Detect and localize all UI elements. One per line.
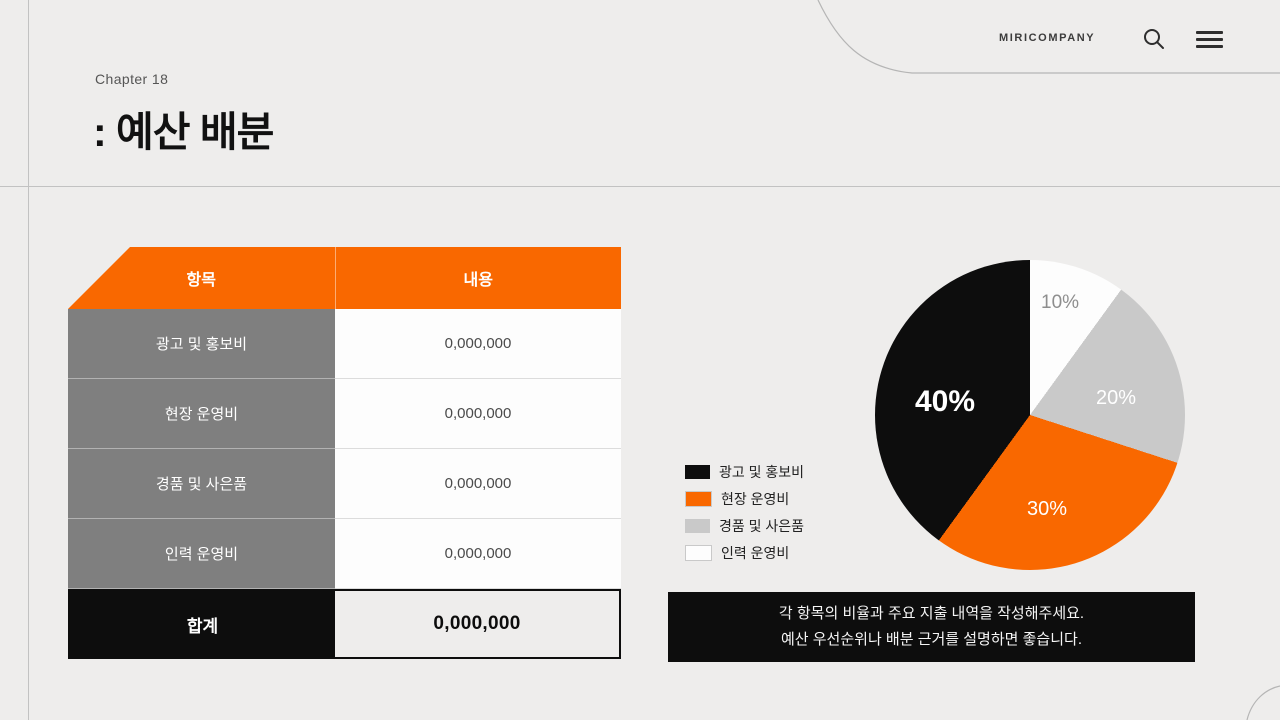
brand-logo: MIRICOMPANY — [999, 32, 1096, 44]
legend-item: 현장 운영비 — [685, 489, 804, 508]
legend-swatch-white — [685, 544, 712, 561]
column-header-item: 항목 — [186, 272, 216, 289]
hamburger-menu-button[interactable] — [1196, 31, 1223, 48]
legend-item: 인력 운영비 — [685, 543, 804, 562]
row-value: 0,000,000 — [335, 519, 621, 589]
row-value: 0,000,000 — [335, 309, 621, 379]
table-row: 현장 운영비 0,000,000 — [68, 379, 621, 449]
table-total-row: 합계 0,000,000 — [68, 589, 621, 659]
pie-chart-wrapper: 40% 30% 20% 10% — [875, 260, 1185, 570]
pie-label-40: 40% — [915, 385, 976, 418]
row-label: 경품 및 사은품 — [68, 449, 335, 519]
pie-label-10: 10% — [1041, 292, 1080, 313]
search-button[interactable] — [1141, 26, 1167, 52]
pie-label-30: 30% — [1027, 498, 1068, 520]
hamburger-menu-icon — [1196, 31, 1223, 34]
pie-chart — [875, 260, 1185, 570]
note-line-1: 각 항목의 비율과 주요 지출 내역을 작성해주세요. — [778, 605, 1085, 622]
column-header-content: 내용 — [334, 247, 621, 309]
instruction-note-box: 각 항목의 비율과 주요 지출 내역을 작성해주세요. 예산 우선순위나 배분 … — [668, 592, 1195, 662]
search-icon — [1144, 29, 1164, 49]
chapter-label: Chapter 18 — [95, 71, 169, 87]
total-label: 합계 — [70, 591, 336, 657]
budget-table: 항목 내용 광고 및 홍보비 0,000,000 현장 운영비 0,000,00… — [68, 247, 621, 659]
row-value: 0,000,000 — [335, 379, 621, 449]
row-label: 현장 운영비 — [68, 379, 335, 449]
table-row: 경품 및 사은품 0,000,000 — [68, 449, 621, 519]
table-header-row: 항목 내용 — [68, 247, 621, 309]
legend-label: 인력 운영비 — [721, 544, 790, 561]
legend-item: 광고 및 홍보비 — [685, 462, 804, 481]
legend-label: 현장 운영비 — [721, 490, 790, 507]
legend-item: 경품 및 사은품 — [685, 516, 804, 535]
row-value: 0,000,000 — [335, 449, 621, 519]
row-label: 광고 및 홍보비 — [68, 309, 335, 379]
legend-label: 광고 및 홍보비 — [719, 463, 805, 480]
row-label: 인력 운영비 — [68, 519, 335, 589]
table-row: 인력 운영비 0,000,000 — [68, 519, 621, 589]
total-value: 0,000,000 — [335, 591, 619, 657]
legend-swatch-gray — [685, 518, 710, 533]
page-title: : 예산 배분 — [93, 109, 274, 155]
note-line-2: 예산 우선순위나 배분 근거를 설명하면 좋습니다. — [780, 631, 1082, 648]
legend-label: 경품 및 사은품 — [719, 517, 805, 534]
pie-label-20: 20% — [1096, 387, 1137, 409]
table-row: 광고 및 홍보비 0,000,000 — [68, 309, 621, 379]
chart-legend: 광고 및 홍보비 현장 운영비 경품 및 사은품 인력 운영비 — [685, 462, 804, 562]
legend-swatch-orange — [685, 490, 712, 507]
legend-swatch-black — [685, 464, 710, 479]
